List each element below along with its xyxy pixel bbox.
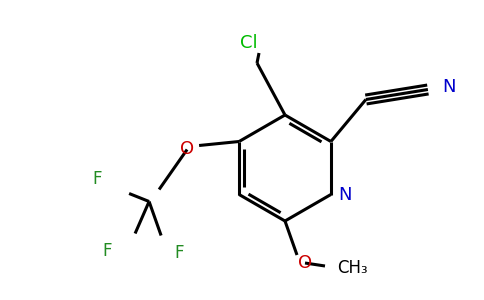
- Text: Cl: Cl: [240, 34, 258, 52]
- Text: F: F: [102, 242, 112, 260]
- Text: F: F: [92, 170, 102, 188]
- Text: O: O: [298, 254, 312, 272]
- Text: N: N: [442, 79, 455, 97]
- Text: F: F: [174, 244, 184, 262]
- Text: N: N: [338, 185, 352, 203]
- Text: CH₃: CH₃: [337, 259, 368, 277]
- Text: O: O: [180, 140, 194, 158]
